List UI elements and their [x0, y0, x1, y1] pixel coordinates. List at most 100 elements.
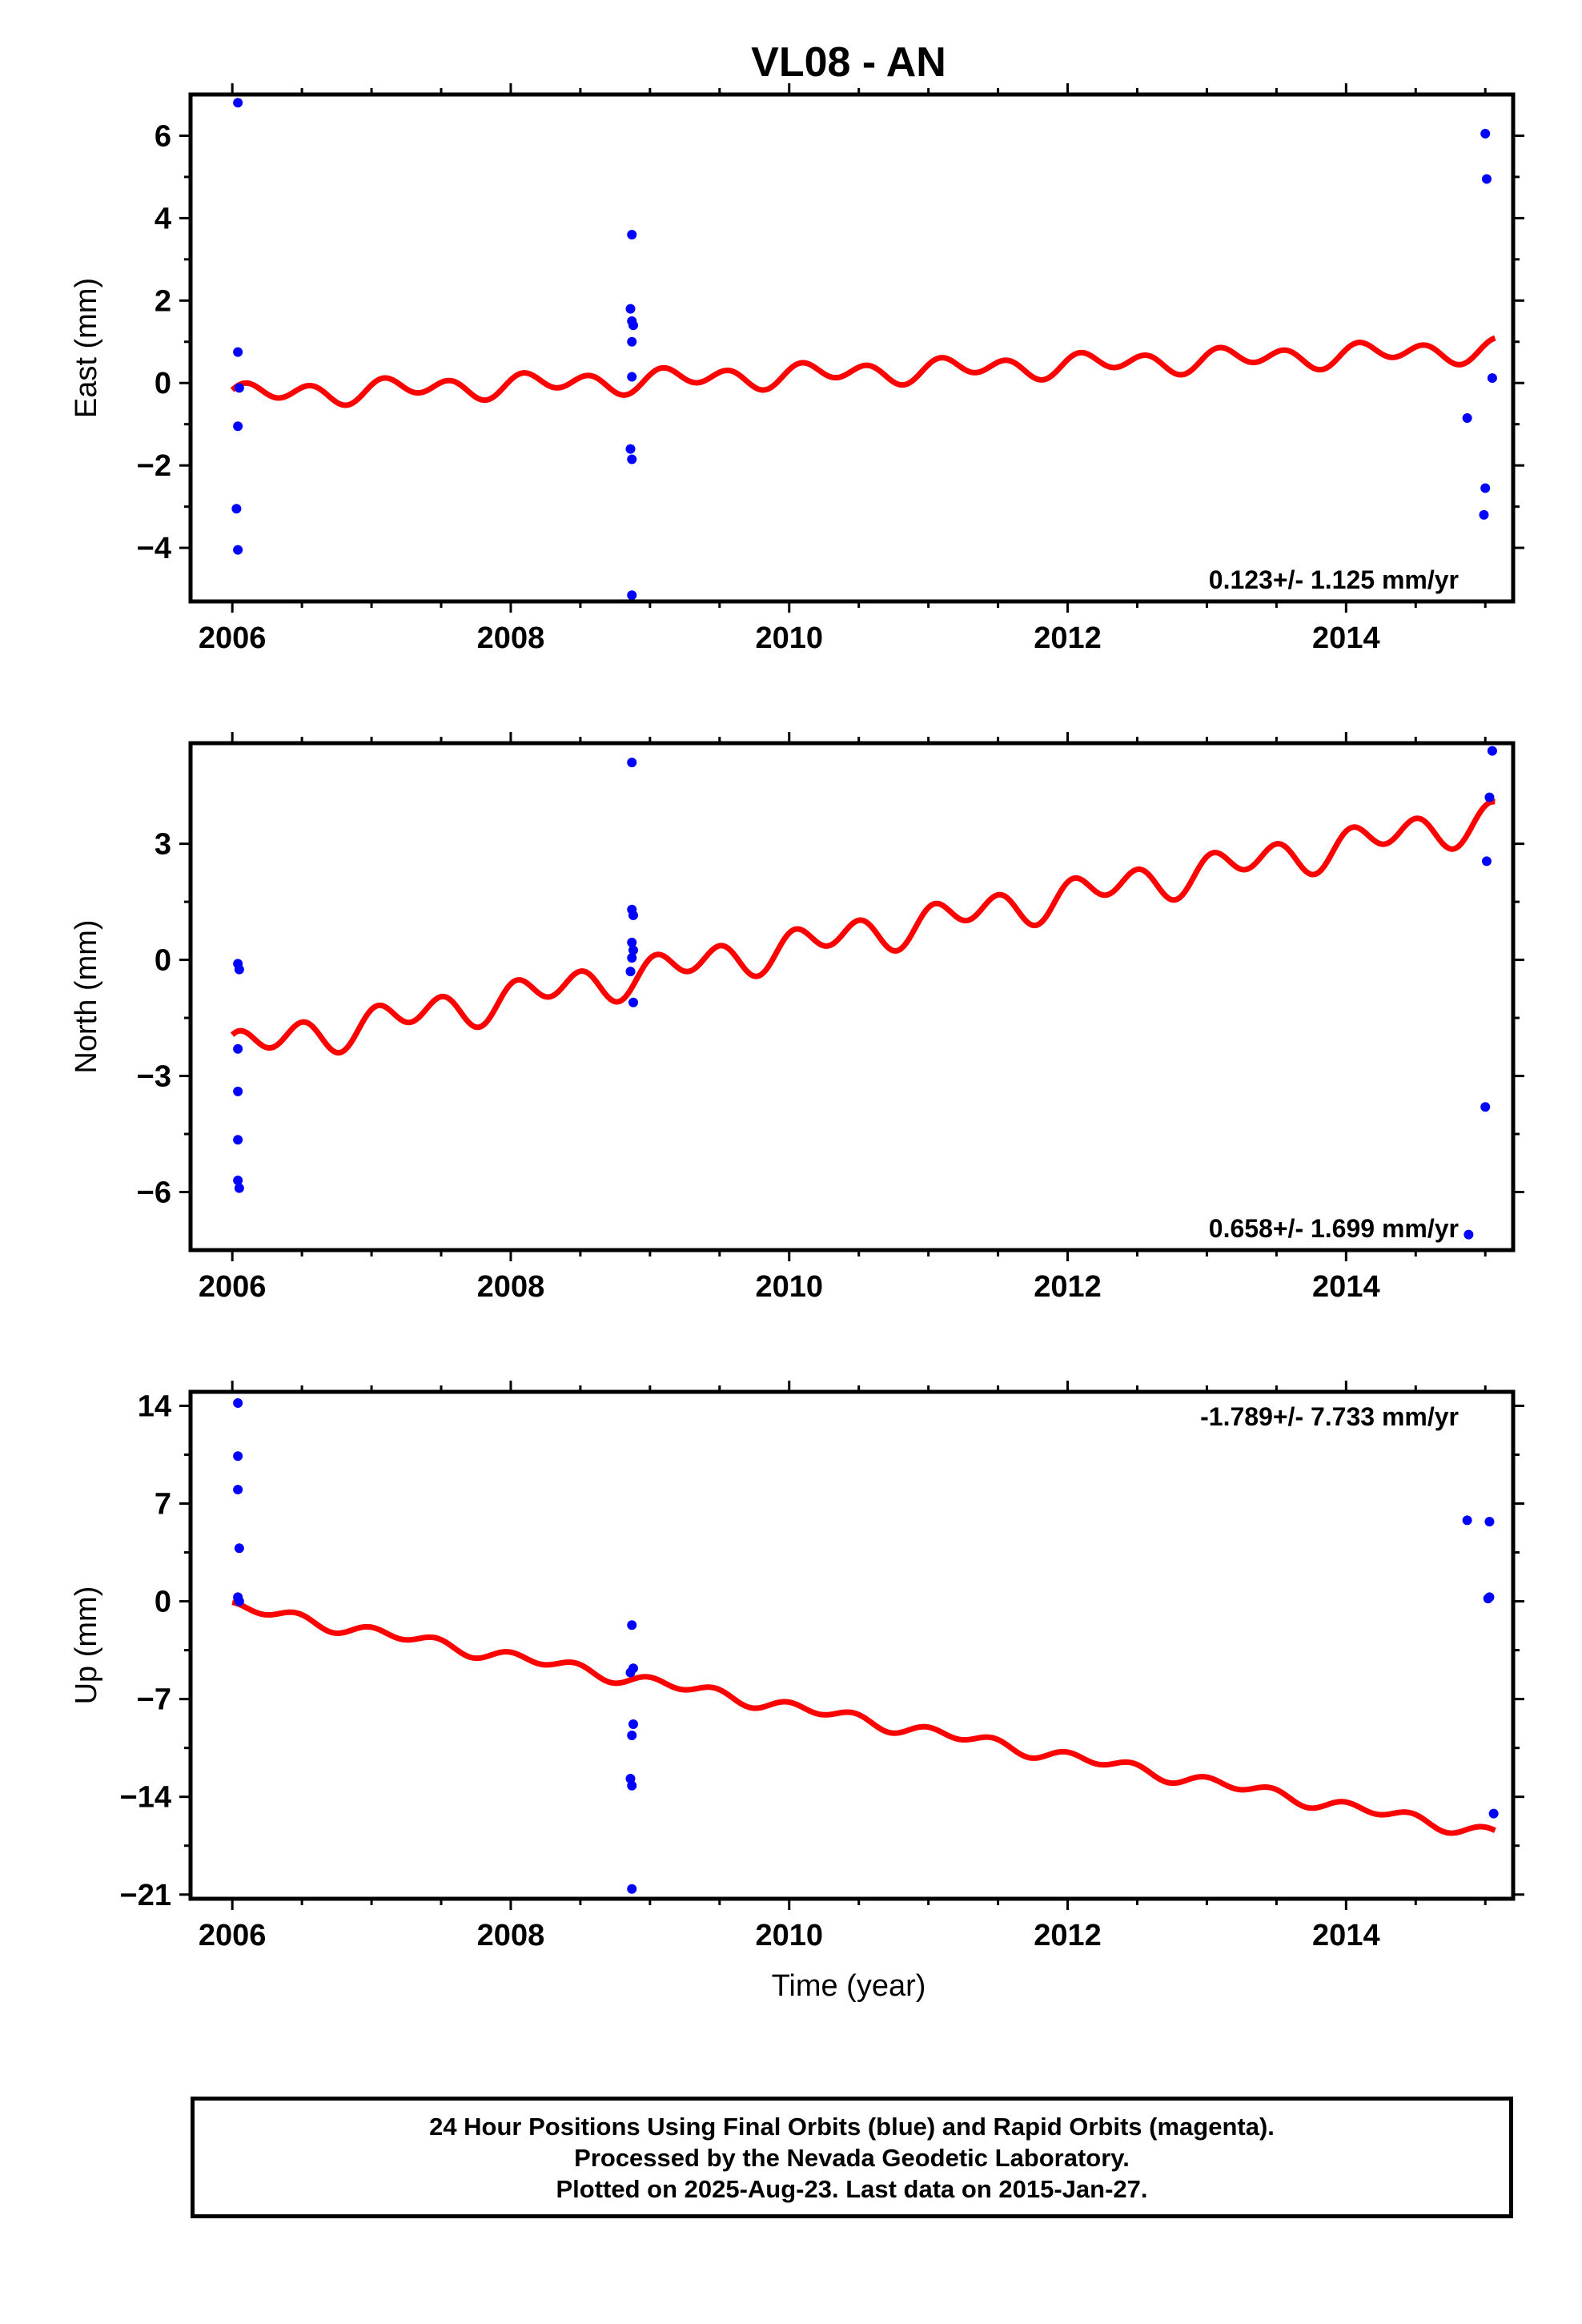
footer-box: 24 Hour Positions Using Final Orbits (bl… — [191, 2097, 1513, 2218]
panel-east: 2006 2008 2010 2012 2014 −4 −2 0 2 4 6 East (mm) 0.1… — [70, 83, 1524, 655]
y-tick-label: −21 — [120, 1879, 171, 1912]
data-point — [625, 1667, 636, 1678]
data-point — [1484, 792, 1495, 802]
x-axis-label: Time (year) — [772, 1969, 926, 2003]
data-point — [627, 1780, 637, 1791]
data-point — [234, 1543, 244, 1554]
data-point — [627, 336, 637, 347]
y-tick-label: 4 — [155, 202, 171, 235]
data-point — [233, 1086, 243, 1096]
data-point — [627, 937, 637, 947]
data-point — [234, 1596, 244, 1606]
data-point — [1462, 412, 1472, 423]
x-tick-label: 2012 — [1034, 1270, 1102, 1304]
chart-title: VL08 - AN — [751, 39, 946, 86]
y-tick-label: −2 — [137, 449, 171, 483]
y-tick-label: 0 — [155, 944, 171, 978]
data-point — [233, 1176, 243, 1186]
fit-line — [231, 1599, 1497, 1836]
y-tick-label: −3 — [137, 1060, 171, 1094]
x-tick-label: 2012 — [1034, 621, 1102, 655]
x-tick-label: 2010 — [755, 1270, 823, 1304]
panel-up: 2006 2008 2010 2012 2014 −21 −14 −7 0 7 14 Up (mm) -… — [70, 1381, 1524, 1952]
data-point — [628, 911, 638, 921]
data-point — [1488, 1808, 1499, 1819]
x-tick-label: 2010 — [755, 621, 823, 655]
data-point — [625, 967, 636, 977]
plot-area — [230, 746, 1497, 1240]
data-point — [1480, 483, 1491, 493]
plot-area — [231, 1397, 1499, 1894]
x-tick-label: 2008 — [477, 621, 545, 655]
y-tick-label: 3 — [155, 828, 171, 862]
data-point — [627, 1730, 637, 1740]
data-point — [628, 997, 638, 1007]
y-axis-label: East (mm) — [70, 278, 103, 418]
panel-north: 2006 2008 2010 2012 2014 −6 −3 0 3 North (mm) 0.65… — [70, 732, 1524, 1304]
y-tick-label: 7 — [155, 1488, 171, 1522]
data-point — [628, 945, 638, 955]
data-point — [234, 964, 244, 975]
data-point — [233, 347, 243, 357]
x-tick-label: 2008 — [477, 1919, 545, 1952]
data-point — [1479, 509, 1489, 520]
data-point — [628, 1719, 638, 1730]
y-tick-label: 6 — [155, 119, 171, 153]
x-tick-label: 2010 — [755, 1919, 823, 1952]
y-axis-label: North (mm) — [70, 919, 103, 1073]
data-point — [628, 320, 638, 331]
data-point — [627, 1620, 637, 1630]
data-point — [1481, 174, 1492, 184]
y-axis-label: Up (mm) — [70, 1586, 103, 1705]
data-point — [234, 1183, 244, 1193]
data-point — [627, 1884, 637, 1894]
data-point — [1480, 1102, 1491, 1112]
data-point — [1484, 1592, 1495, 1602]
data-point — [627, 454, 637, 464]
data-point — [1462, 1515, 1472, 1526]
data-point — [625, 304, 636, 314]
data-point — [233, 545, 243, 555]
data-point — [234, 383, 244, 393]
data-point — [231, 504, 242, 514]
x-tick-label: 2014 — [1312, 1270, 1380, 1304]
plot-frame — [188, 1389, 1516, 1901]
data-point — [627, 758, 637, 768]
panels-group: 2006 2008 2010 2012 2014 −4 −2 0 2 4 6 East (mm) 0.1… — [70, 83, 1524, 1952]
x-tick-label: 2006 — [199, 1270, 267, 1304]
y-tick-label: −4 — [137, 532, 171, 565]
x-tick-label: 2014 — [1312, 621, 1380, 655]
x-tick-label: 2014 — [1312, 1919, 1380, 1952]
fit-line — [230, 798, 1497, 1056]
footer-line-3: Plotted on 2025-Aug-23. Last data on 201… — [556, 2174, 1148, 2203]
y-tick-label: 0 — [155, 1586, 171, 1619]
footer-line-1: 24 Hour Positions Using Final Orbits (bl… — [429, 2112, 1275, 2141]
plot-area — [230, 98, 1497, 601]
data-point — [1464, 1229, 1474, 1240]
rate-annotation: 0.658+/- 1.699 mm/yr — [1209, 1214, 1459, 1243]
data-point — [233, 98, 243, 108]
x-tick-label: 2008 — [477, 1270, 545, 1304]
data-point — [233, 1135, 243, 1145]
data-point — [627, 229, 637, 239]
y-tick-label: 14 — [138, 1389, 171, 1423]
y-tick-label: 2 — [155, 284, 171, 318]
data-point — [233, 1397, 243, 1408]
y-tick-label: 0 — [155, 367, 171, 400]
data-point — [627, 953, 637, 963]
x-tick-label: 2006 — [199, 621, 267, 655]
fit-line — [230, 335, 1497, 408]
plot-frame — [188, 741, 1516, 1252]
data-point — [233, 1485, 243, 1495]
data-point — [233, 1451, 243, 1462]
y-tick-label: −7 — [137, 1683, 171, 1717]
data-point — [627, 590, 637, 601]
data-point — [625, 444, 636, 454]
data-point — [1487, 746, 1497, 756]
data-point — [1481, 856, 1492, 866]
data-point — [233, 421, 243, 432]
data-point — [627, 372, 637, 382]
plot-frame — [188, 92, 1516, 604]
rate-annotation: -1.789+/- 7.733 mm/yr — [1200, 1402, 1459, 1431]
